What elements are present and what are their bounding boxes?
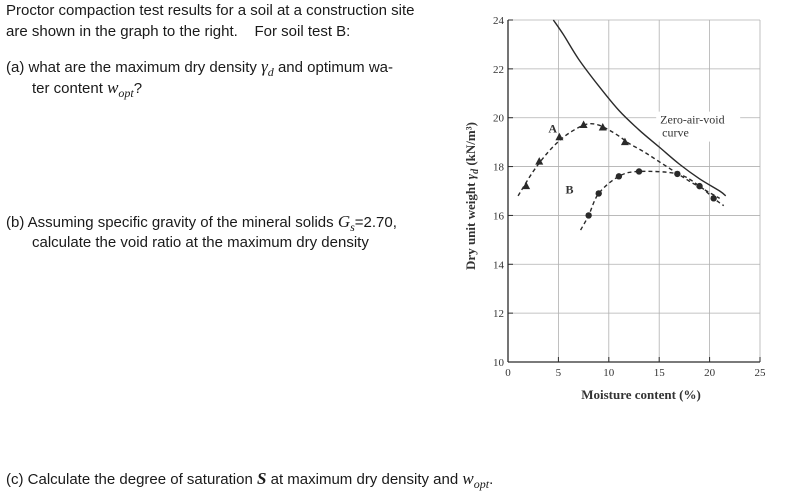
- question-a-end: ?: [133, 80, 143, 97]
- y-tick-label: 22: [493, 64, 504, 76]
- x-tick-label: 15: [654, 367, 666, 379]
- y-axis-label-text: Dry unit weight: [463, 182, 478, 270]
- y-axis-label-symbol: γ: [463, 173, 478, 179]
- y-tick-label: 16: [493, 210, 505, 222]
- gamma-symbol: γd: [261, 57, 274, 79]
- intro-line-2-text: are shown in the graph to the right.: [6, 23, 238, 40]
- x-tick-label: 5: [556, 367, 562, 379]
- question-b: (b) Assuming specific gravity of the min…: [6, 211, 397, 238]
- question-b-line-2: calculate the void ratio at the maximum …: [32, 234, 369, 251]
- x-axis-label: Moisture content (%): [581, 387, 701, 402]
- compaction-chart: 0 5 10 15 20 25 10 12 14 16 18 20 22 24 A B Zero-air-vo…: [463, 15, 766, 402]
- series-b-label: B: [565, 182, 573, 196]
- zero-air-void-label-2: curve: [662, 126, 689, 140]
- series-a-point: [522, 181, 531, 190]
- question-a-line-2: ter content wopt?: [32, 77, 142, 104]
- question-a-line-2-text: ter content: [32, 80, 103, 97]
- series-b-point: [595, 190, 602, 197]
- grid: [507, 19, 761, 363]
- series-b-line: [579, 170, 725, 231]
- series-a-point: [620, 137, 629, 146]
- series-b-point: [585, 212, 592, 219]
- question-c-mid: at maximum dry density and: [270, 471, 459, 488]
- series-a-line: [517, 122, 721, 199]
- gs-symbol: Gs: [337, 212, 355, 234]
- series-a-point: [535, 157, 544, 165]
- question-c: (c) Calculate the degree of saturation S…: [6, 468, 493, 495]
- w-opt-symbol: wopt: [107, 78, 134, 100]
- series-a-point: [598, 122, 607, 131]
- question-c-prefix: (c) Calculate the degree of saturation: [6, 471, 253, 488]
- intro-line-1: Proctor compaction test results for a so…: [6, 2, 415, 19]
- y-axis-label-unit: (kN/m³): [463, 122, 478, 166]
- question-a-prefix: (a) what are the maximum dry density: [6, 59, 257, 76]
- x-tick-label: 20: [704, 367, 716, 379]
- y-tick-label: 24: [493, 15, 505, 27]
- x-tick-label: 25: [755, 367, 767, 379]
- zero-air-void-label-bg: [656, 111, 741, 142]
- series-a-point: [555, 132, 564, 141]
- question-a-mid: and optimum wa-: [277, 59, 394, 76]
- w-opt-symbol-c: wopt: [462, 469, 490, 491]
- y-axis-label-sub: d: [470, 168, 481, 174]
- y-tick-label: 14: [493, 259, 505, 271]
- question-a: (a) what are the maximum dry density γd …: [6, 56, 393, 83]
- y-tick-label: 12: [493, 308, 504, 320]
- question-c-end: .: [489, 471, 494, 488]
- x-tick-label: 10: [603, 367, 615, 379]
- series-b-point: [710, 195, 717, 202]
- series-a-point: [579, 120, 588, 129]
- intro-line-2: are shown in the graph to the right. For…: [6, 21, 350, 42]
- axes: 0 5 10 15 20 25 10 12 14 16 18 20 22 24: [493, 15, 766, 379]
- y-tick-label: 20: [493, 113, 505, 125]
- zero-air-void-curve: [552, 19, 727, 197]
- series-b-point: [696, 182, 703, 190]
- y-tick-label: 18: [493, 162, 505, 174]
- intro-test-label: For soil test B:: [254, 23, 351, 40]
- s-symbol: S: [256, 469, 267, 488]
- question-b-prefix: (b) Assuming specific gravity of the min…: [6, 214, 334, 231]
- zero-air-void-label-1: Zero-air-void: [660, 113, 724, 127]
- y-tick-label: 10: [493, 357, 505, 369]
- gs-value: =2.70,: [354, 214, 397, 231]
- series-b-point: [635, 168, 643, 175]
- y-axis-label: Dry unit weight γd (kN/m³): [463, 122, 481, 270]
- series-b-point: [674, 170, 681, 178]
- series-b-point: [615, 173, 623, 180]
- x-tick-label: 0: [505, 367, 511, 379]
- series-a-label: A: [548, 121, 557, 135]
